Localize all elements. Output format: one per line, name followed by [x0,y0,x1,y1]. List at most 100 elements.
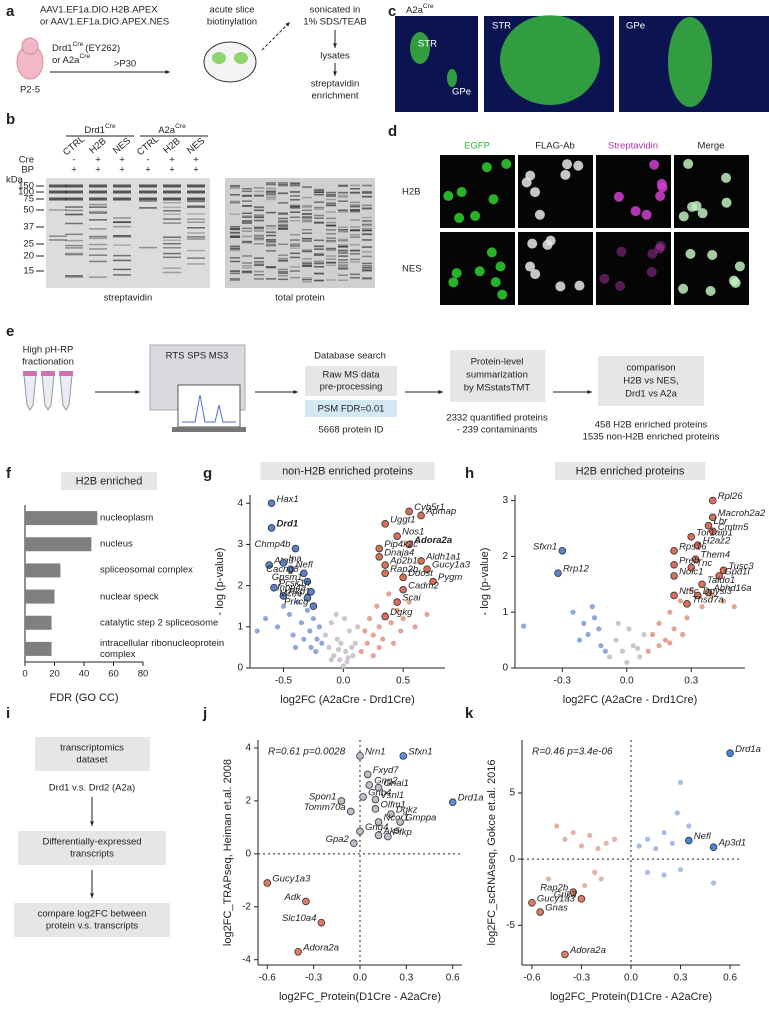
y-tick-label: 5 [509,788,515,799]
point [335,646,342,653]
band [266,266,276,269]
band [89,248,107,250]
point [554,569,562,577]
band [326,217,336,220]
band [89,260,107,263]
band [362,192,372,194]
band [187,184,205,188]
band [254,270,264,273]
label: 1% SDS/TEAB [303,17,366,28]
band [338,239,348,242]
point-label: Tusc3 [729,561,755,572]
point [341,615,348,622]
point [350,653,356,659]
label: NES [111,136,133,157]
band [230,260,240,263]
point [262,615,269,622]
point [595,845,601,852]
box [18,831,166,865]
band [278,258,288,261]
chart-title: H2B enriched proteins [576,465,685,477]
band [314,189,324,192]
panel-letter: i [6,705,10,722]
band [139,207,157,209]
cell [573,160,584,171]
point [562,836,568,842]
point [691,555,700,563]
x-tick-label: 0.5 [396,676,410,687]
band [187,206,205,208]
point [656,620,662,626]
band [302,237,312,240]
point [304,607,311,613]
band [302,206,312,208]
label-text: (EY262) [85,43,120,54]
band [338,209,348,212]
band [163,222,181,224]
point-label: Gucy1a3 [432,560,471,571]
band [362,269,372,271]
band [163,271,181,274]
band [302,240,312,242]
point-label: Tomm70a [304,802,346,813]
band [350,234,360,236]
band [65,253,83,256]
bar [25,589,55,604]
label: + [169,155,175,166]
band [362,216,372,219]
point [661,830,667,836]
bar [25,537,92,552]
label: STR [492,21,511,32]
point [371,805,380,813]
band [242,262,252,264]
band [350,209,360,211]
label: fractionation [22,357,74,368]
band [362,233,372,235]
point-label: Them4 [701,550,731,561]
blot-streptavidin [46,178,210,288]
point [577,895,586,903]
band [187,206,205,209]
band [242,227,252,230]
band [230,245,240,248]
point [393,532,401,540]
band [254,209,264,212]
label: PSM FDR=0.01 [318,404,385,415]
band [242,216,252,218]
point-label: Dgkg [390,607,413,618]
point [400,615,406,622]
band [187,218,205,220]
label-superscript: Cre [73,41,84,48]
band [187,213,205,215]
band [290,194,300,197]
band [338,200,348,202]
brain-striatum [234,52,248,64]
band [113,259,131,262]
point-label: Hax1 [277,494,299,505]
point [310,615,317,622]
chart-title-bg [555,462,705,480]
y-axis-label: log2FC_scRNAseq, Gokce et.al. 2016 [486,760,498,946]
label: or AAV1.EF1a.DIO.APEX.NES [40,17,169,28]
band [302,220,312,223]
x-tick-label: -0.6 [523,973,541,984]
band [254,190,264,193]
arrow-head [587,390,592,394]
band [113,190,131,194]
band [350,206,360,208]
tube-cap [23,371,37,376]
point [645,648,651,654]
point-label: Chmp4b [255,539,291,550]
band [350,226,360,228]
cell [615,280,626,291]
point [708,496,717,505]
point [704,521,713,530]
band [163,242,181,245]
band [290,195,300,197]
band [290,183,300,186]
band [314,260,324,263]
point-label: Nolc1 [679,566,703,577]
point [670,591,678,600]
point [374,818,383,826]
band [113,236,131,238]
